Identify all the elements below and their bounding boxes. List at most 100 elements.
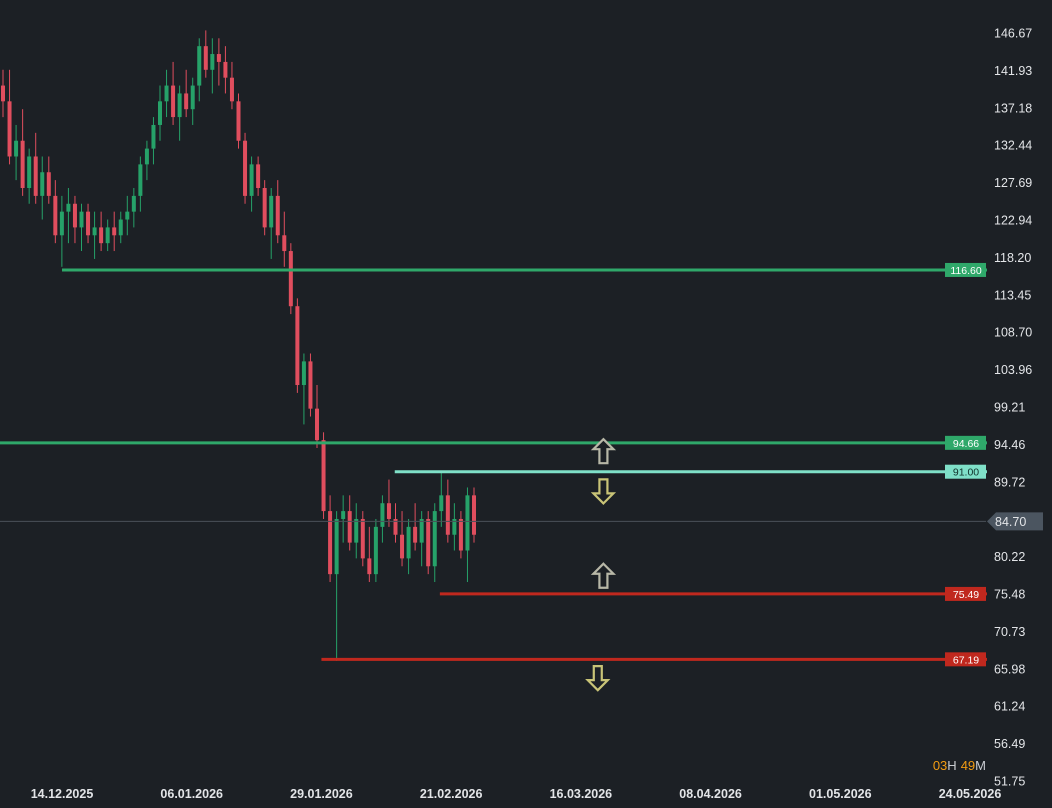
candle — [158, 85, 162, 141]
candle — [243, 132, 248, 204]
candle-body — [269, 195, 274, 228]
candle-body — [380, 503, 385, 527]
x-tick-label: 14.12.2025 — [31, 787, 94, 801]
level-line[interactable]: 75.49 — [439, 586, 987, 601]
candle-body — [367, 558, 372, 575]
candle — [184, 69, 189, 118]
candle — [229, 61, 234, 110]
candle — [151, 117, 156, 165]
current-price-tag-shape — [987, 512, 1043, 531]
arrow-shape — [590, 478, 617, 505]
candle-body — [334, 518, 339, 575]
candle — [295, 298, 300, 393]
candle-body — [125, 211, 130, 220]
y-tick-label: 146.67 — [994, 27, 1032, 41]
candle — [373, 518, 378, 583]
x-tick-label: 08.04.2026 — [679, 787, 742, 801]
candle-body — [46, 172, 51, 196]
candle-body — [72, 203, 77, 228]
candle-body — [27, 156, 32, 189]
candle-body — [301, 361, 306, 386]
candle-body — [164, 85, 169, 102]
candle-body — [177, 93, 182, 118]
arrow-shape — [590, 562, 617, 589]
y-tick-label: 65.98 — [994, 662, 1025, 676]
candle — [386, 479, 391, 527]
candle-body — [354, 518, 359, 543]
candle — [236, 93, 241, 149]
x-axis: 14.12.2025 06.01.2026 29.01.2026 21.02.2026… — [31, 787, 1002, 801]
candle — [360, 511, 365, 567]
candle-body — [341, 511, 346, 519]
candle — [354, 503, 359, 559]
candle — [20, 109, 25, 196]
y-tick-label: 132.44 — [994, 139, 1032, 153]
y-tick-label: 141.93 — [994, 64, 1032, 78]
candle — [144, 140, 149, 181]
candle-body — [158, 101, 162, 125]
candle-body — [190, 85, 195, 110]
level-line[interactable]: 94.66 — [0, 435, 987, 450]
candles-layer — [1, 30, 476, 661]
candle — [445, 479, 450, 543]
candle-body — [419, 518, 424, 543]
level-line[interactable]: 67.19 — [321, 652, 987, 667]
y-tick-label: 51.75 — [994, 775, 1025, 789]
candle-body — [308, 361, 313, 409]
candle-body — [465, 495, 470, 551]
y-tick-label: 80.22 — [994, 550, 1025, 564]
candle-body — [131, 195, 136, 212]
candle — [432, 503, 437, 583]
candle — [256, 156, 261, 196]
candle-body — [432, 511, 437, 567]
candle-body — [112, 227, 117, 236]
candle — [105, 219, 110, 252]
candle-body — [288, 251, 293, 307]
candle — [328, 495, 333, 583]
y-tick-label: 89.72 — [994, 475, 1025, 489]
candle — [92, 211, 97, 259]
level-line[interactable]: 91.00 — [394, 464, 987, 479]
y-tick-label: 103.96 — [994, 363, 1032, 377]
candle-body — [262, 188, 267, 228]
candle-body — [347, 511, 352, 543]
candle — [27, 148, 32, 204]
level-label-box — [945, 464, 986, 479]
candle-body — [59, 211, 64, 236]
y-tick-label: 94.46 — [994, 438, 1025, 452]
candle — [223, 46, 228, 94]
candle-body — [373, 526, 378, 575]
candle-body — [99, 227, 104, 244]
candle-body — [184, 93, 189, 110]
candle-body — [171, 85, 176, 118]
candle — [138, 156, 143, 212]
candle — [308, 353, 313, 417]
arrow-down-icon — [585, 665, 611, 692]
candle — [79, 203, 84, 252]
candle — [197, 38, 202, 102]
level-label-box — [945, 435, 986, 450]
current-price-label: 84.70 — [995, 515, 1026, 529]
candle-body — [53, 195, 58, 236]
candle — [46, 156, 51, 204]
level-label-box — [945, 586, 986, 601]
level-line[interactable]: 116.60 — [62, 262, 987, 277]
candle-body — [138, 164, 143, 196]
y-tick-label: 70.73 — [994, 625, 1025, 639]
candle — [406, 518, 411, 575]
y-axis: 146.67 141.93 137.18 132.44 127.69 122.94 118.… — [987, 27, 1043, 789]
level-label-box — [945, 652, 986, 667]
candle — [465, 487, 470, 583]
candle-body — [472, 495, 476, 535]
candle — [321, 432, 326, 519]
candle-body — [275, 195, 280, 236]
countdown-timer: 03H 49M — [933, 758, 986, 773]
candle-body — [40, 172, 45, 196]
y-tick-label: 113.45 — [994, 288, 1031, 302]
timer-minutes: 49 — [961, 758, 975, 773]
level-label: 91.00 — [953, 467, 979, 479]
candle-body — [315, 408, 319, 441]
arrow-shape — [590, 437, 617, 465]
